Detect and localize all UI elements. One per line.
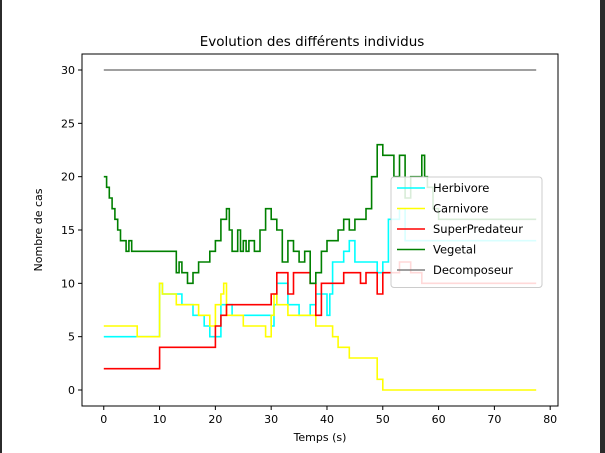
series-line-superpredateur — [103, 261, 537, 370]
y-tick-label: 0 — [68, 384, 75, 397]
x-tick-label: 80 — [543, 413, 557, 426]
legend: Herbivore Carnivore SuperPredateur Vegetal D… — [390, 176, 543, 288]
x-tick-label: 70 — [487, 413, 501, 426]
y-tick-label: 20 — [61, 171, 75, 184]
chart-title: Evolution des différents individus — [200, 34, 425, 50]
x-tick-label: 40 — [320, 413, 334, 426]
legend-box — [390, 176, 543, 288]
y-axis-label: Nombre de cas — [32, 188, 45, 271]
x-tick-label: 0 — [100, 413, 107, 426]
y-tick-label: 30 — [61, 64, 75, 77]
series-layer — [103, 69, 537, 391]
series-line-vegetal — [103, 143, 537, 285]
x-tick-label: 50 — [376, 413, 390, 426]
x-tick-label: 30 — [264, 413, 278, 426]
y-axis: 0 5 10 15 20 25 30 — [61, 64, 82, 397]
legend-label-carnivore: Carnivore — [433, 202, 488, 216]
x-tick-label: 10 — [153, 413, 167, 426]
legend-label-superpredateur: SuperPredateur — [433, 222, 523, 236]
y-tick-label: 15 — [61, 224, 75, 237]
legend-label-decomposeur: Decomposeur — [433, 263, 513, 277]
y-tick-label: 10 — [61, 277, 75, 290]
x-axis-label: Temps (s) — [293, 431, 347, 444]
legend-label-vegetal: Vegetal — [433, 243, 476, 257]
window-right-border — [600, 0, 605, 453]
x-axis: 0 10 20 30 40 50 60 70 80 — [100, 406, 557, 426]
y-tick-label: 5 — [68, 331, 75, 344]
series-line-carnivore — [103, 282, 537, 391]
x-tick-label: 20 — [208, 413, 222, 426]
legend-label-herbivore: Herbivore — [433, 181, 489, 195]
x-tick-label: 60 — [432, 413, 446, 426]
window-left-border — [0, 0, 2, 453]
y-tick-label: 25 — [61, 117, 75, 130]
